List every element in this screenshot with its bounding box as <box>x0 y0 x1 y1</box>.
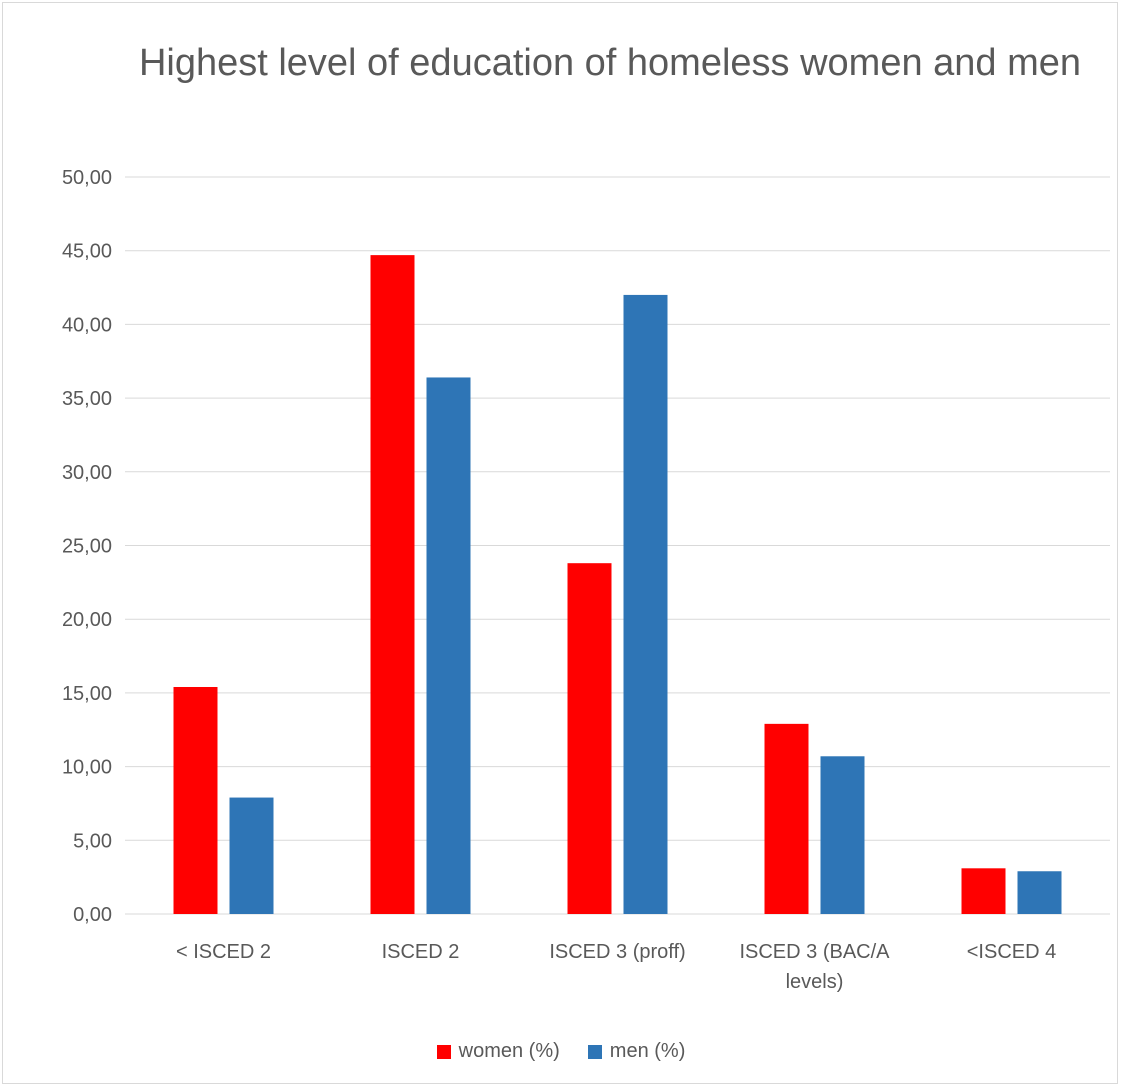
y-tick-label: 10,00 <box>62 757 112 779</box>
x-tick-label: ISCED 3 (BAC/A levels) <box>739 941 890 993</box>
y-tick-label: 15,00 <box>62 683 112 705</box>
x-tick-label: ISCED 3 (proff) <box>549 941 685 963</box>
bar-women-2 <box>567 563 612 914</box>
grid-lines <box>125 176 1110 915</box>
bar-men-3 <box>820 756 865 914</box>
x-axis-ticks: < ISCED 2 ISCED 2 ISCED 3 (proff) ISCED 3 (… <box>176 941 1056 993</box>
bar-men-2 <box>623 294 668 914</box>
y-tick-label: 0,00 <box>73 904 112 926</box>
legend-swatch-women <box>436 1044 451 1059</box>
legend-label-women: women (%) <box>458 1040 560 1062</box>
bar-men-4 <box>1017 871 1062 914</box>
y-tick-label: 40,00 <box>62 314 112 336</box>
legend: women (%) men (%) <box>0 1040 1122 1063</box>
y-tick-label: 45,00 <box>62 241 112 263</box>
x-tick-label: ISCED 2 <box>382 941 460 963</box>
y-tick-label: 20,00 <box>62 609 112 631</box>
bar-men-1 <box>426 377 471 914</box>
bar-women-1 <box>370 255 415 914</box>
y-tick-label: 5,00 <box>73 830 112 852</box>
bar-women-4 <box>961 868 1006 914</box>
y-tick-label: 30,00 <box>62 462 112 484</box>
y-axis-ticks: 0,00 5,00 10,00 15,00 20,00 25,00 30,00 35,00 40… <box>62 167 112 926</box>
chart-title: Highest level of education of homeless w… <box>138 42 1082 84</box>
legend-label-men: men (%) <box>609 1040 686 1062</box>
x-tick-label: <ISCED 4 <box>967 941 1056 963</box>
bar-women-3 <box>764 723 809 914</box>
legend-item-men: men (%) <box>587 1040 686 1063</box>
legend-swatch-men <box>587 1044 602 1059</box>
bar-men-0 <box>229 797 274 914</box>
y-tick-label: 50,00 <box>62 167 112 189</box>
bars <box>173 255 1062 914</box>
y-tick-label: 35,00 <box>62 388 112 410</box>
x-tick-label: < ISCED 2 <box>176 941 271 963</box>
legend-item-women: women (%) <box>436 1040 560 1063</box>
y-tick-label: 25,00 <box>62 536 112 558</box>
bar-women-0 <box>173 687 218 914</box>
